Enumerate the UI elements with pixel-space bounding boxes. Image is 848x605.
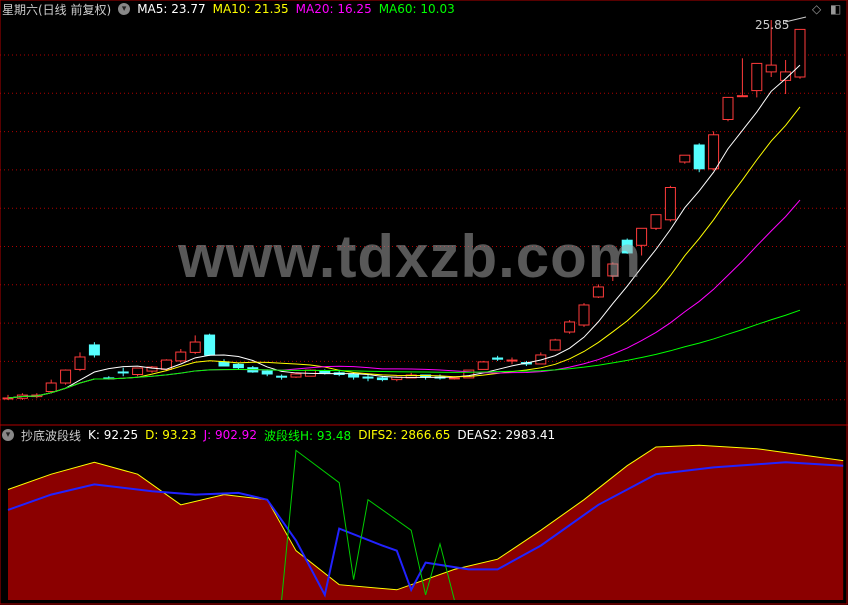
candle-up [45, 382, 57, 392]
ma60-line [7, 309, 801, 399]
candle-up [650, 214, 662, 229]
difs2-value: DIFS2: 2866.65 [358, 428, 451, 442]
candle-up [780, 71, 792, 81]
candle-up [405, 374, 417, 379]
candle-down [319, 370, 331, 374]
ma20-value: MA20: 16.25 [295, 2, 372, 16]
candle-up [60, 369, 72, 384]
sub-chart-header: ▾ 抄底波段线 K: 92.25 D: 93.23 J: 902.92 波段线H… [2, 427, 555, 443]
h-value: 波段线H: 93.48 [263, 428, 352, 443]
candle-up [564, 321, 576, 333]
indicator-menu-icon[interactable]: ▾ [118, 3, 131, 15]
candle-down [204, 334, 216, 356]
candle-up [175, 351, 187, 362]
candle-down [218, 361, 230, 367]
candle-up [74, 356, 86, 370]
k-value: K: 92.25 [88, 428, 139, 442]
main-chart-header: 星期六(日线 前复权) ▾ MA5: 23.77 MA10: 21.35 MA2… [2, 1, 455, 17]
candle-down [348, 374, 360, 378]
candle-up [448, 377, 460, 380]
diamond-icon[interactable]: ◇ [812, 2, 822, 16]
candle-up [146, 366, 158, 372]
candle-up [506, 359, 518, 362]
candle-down [261, 370, 273, 375]
ma5-value: MA5: 23.77 [137, 2, 206, 16]
high-arrow [784, 16, 807, 23]
watermark: www.tdxzb.com [178, 223, 643, 290]
candle-up [664, 187, 676, 221]
j-value: J: 902.92 [203, 428, 257, 442]
candle-up [679, 154, 691, 163]
indicator-name[interactable]: 抄底波段线 [21, 428, 82, 443]
d-line [7, 444, 844, 591]
ma5-line [7, 64, 801, 399]
h-line [281, 449, 455, 601]
candle-down [88, 344, 100, 356]
candle-down [362, 376, 374, 379]
candle-up [592, 286, 604, 298]
band-area [8, 445, 844, 600]
candle-down [117, 371, 129, 374]
candle-down [376, 377, 388, 381]
candle-down [693, 144, 705, 170]
candle-up [549, 339, 561, 351]
candle-up [765, 64, 777, 73]
high-price-label: 25.85 [755, 18, 790, 32]
candle-up [290, 373, 302, 378]
candle-up [189, 341, 201, 353]
ma10-value: MA10: 21.35 [212, 2, 289, 16]
candle-up [736, 95, 748, 98]
deas2-value: DEAS2: 2983.41 [457, 428, 556, 442]
candle-down [232, 363, 244, 369]
candle-up [535, 354, 547, 365]
candle-up [132, 367, 144, 376]
candle-down [276, 375, 288, 378]
candle-down [492, 357, 504, 360]
ma60-value: MA60: 10.03 [378, 2, 455, 16]
panel-toggle-icon[interactable]: ◧ [830, 2, 842, 16]
period-title: 星期六(日线 前复权) [2, 2, 112, 17]
candle-up [708, 134, 720, 170]
k-line [7, 461, 844, 598]
candle-up [477, 361, 489, 370]
candle-up [794, 28, 806, 78]
candle-up [751, 62, 763, 92]
candle-down [621, 239, 633, 254]
candle-up [578, 304, 590, 326]
candle-up [636, 227, 648, 246]
d-value: D: 93.23 [145, 428, 197, 442]
candle-up [722, 96, 734, 121]
indicator-menu-icon[interactable]: ▾ [2, 429, 14, 441]
candle-up [463, 369, 475, 379]
candle-up [607, 263, 619, 277]
